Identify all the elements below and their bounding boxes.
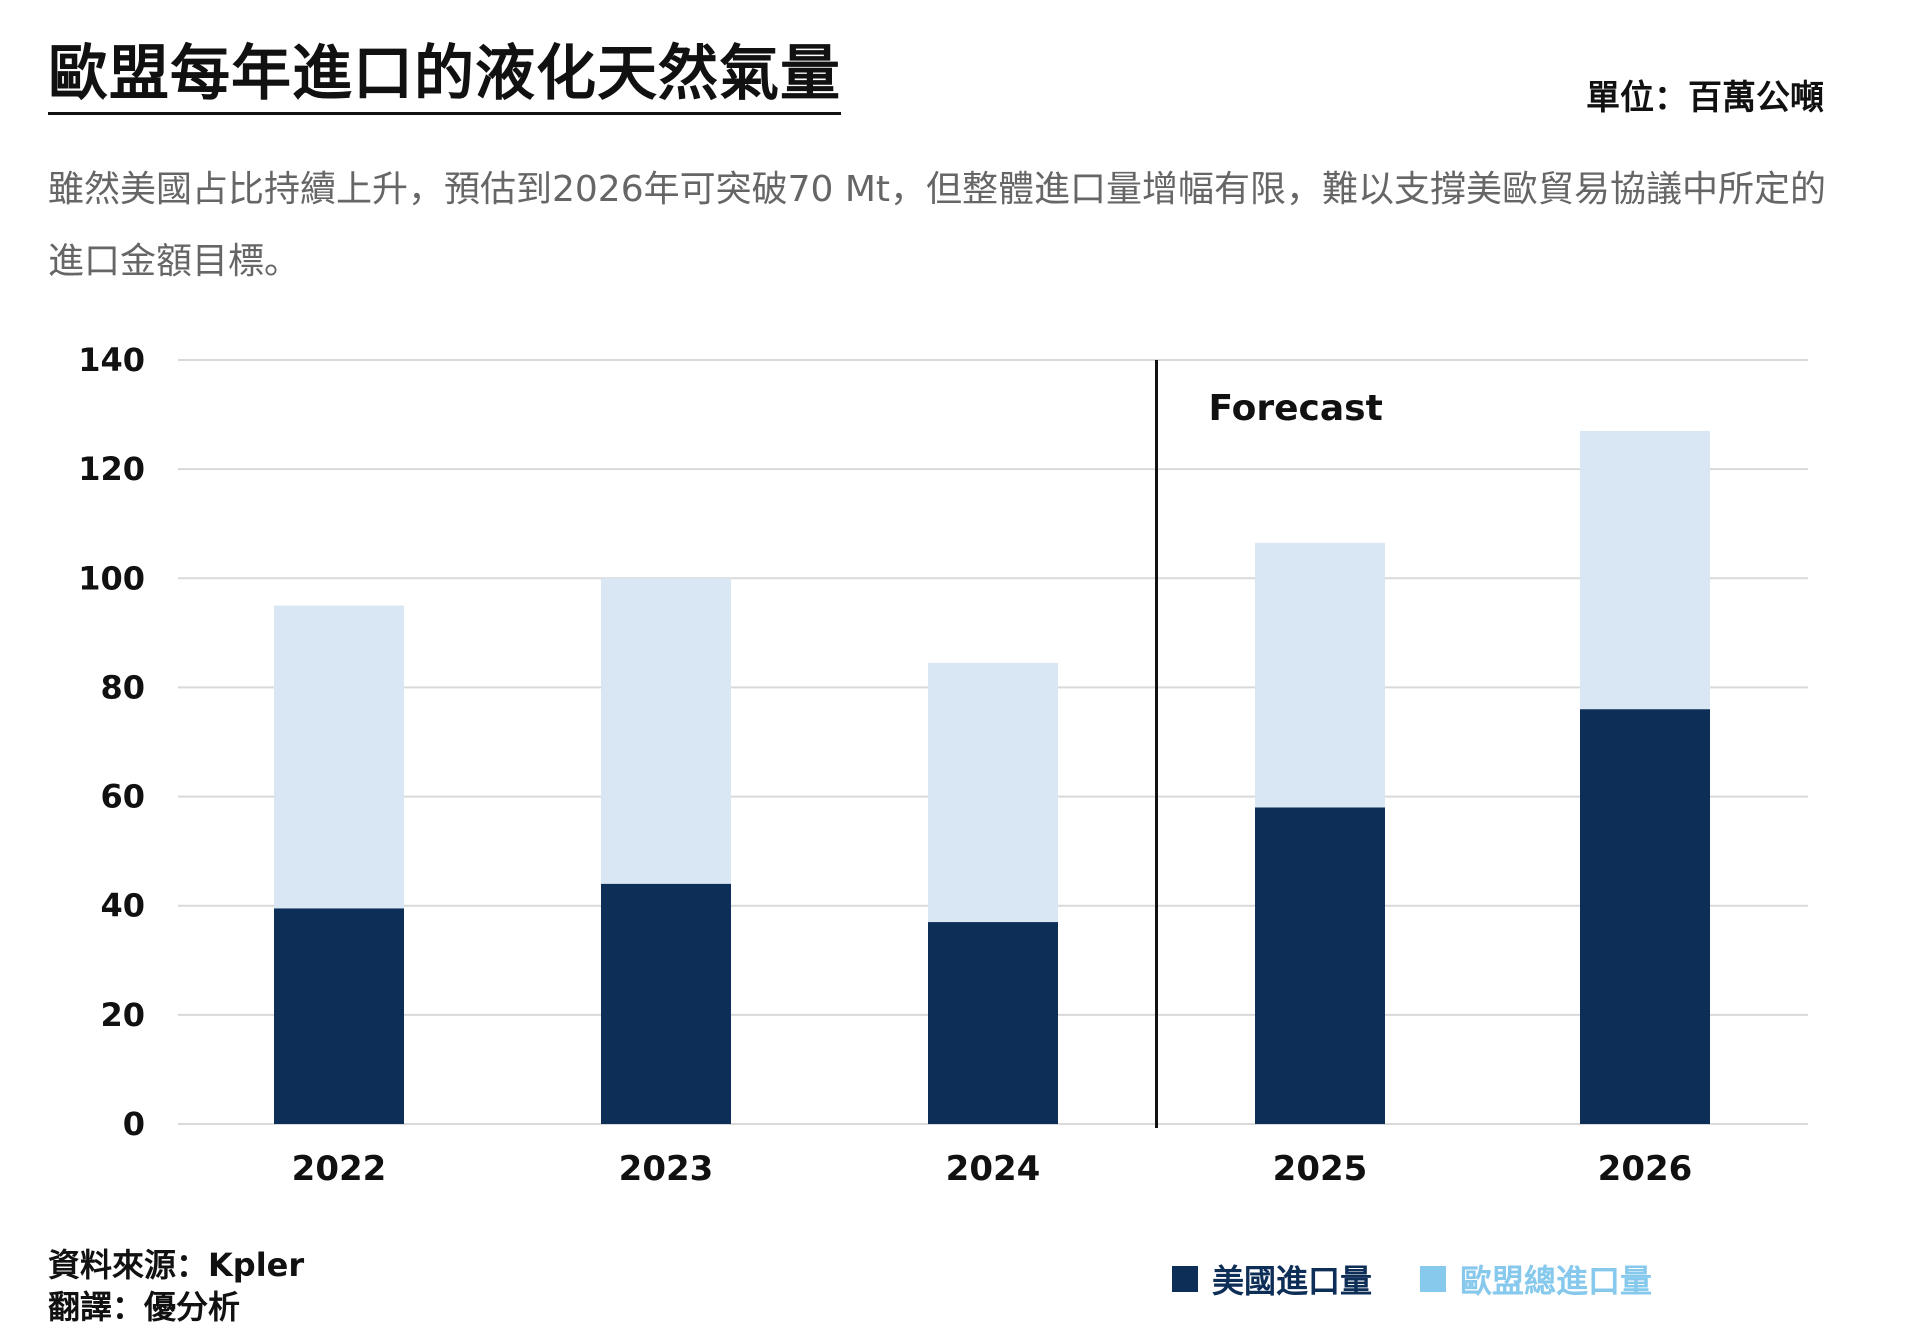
bars [274,430,1710,1124]
y-axis-ticks: 0 20 40 60 80 100 120 140 [78,341,145,1143]
y-tick-label: 0 [123,1105,145,1143]
source-note: 資料來源：Kpler 翻譯：優分析 [48,1244,304,1328]
chart-subtitle: 雖然美國占比持續上升，預估到2026年可突破70 Mt，但整體進口量增幅有限，難… [48,169,1827,282]
bar-us-imports [601,883,731,1124]
bar-us-imports [1580,709,1710,1124]
x-tick-label: 2025 [1273,1149,1368,1189]
y-tick-label: 40 [100,887,145,925]
legend-item-eu: 歐盟總進口量 [1420,1256,1652,1302]
unit-label: 單位：百萬公噸 [1586,78,1824,118]
legend-swatch-us [1172,1266,1198,1292]
forecast-label: Forecast [1209,388,1383,429]
x-axis-ticks: 2022 2023 2024 2025 2026 [292,1149,1693,1189]
legend-item-us: 美國進口量 [1172,1256,1372,1302]
y-tick-label: 80 [100,668,145,706]
translation-text: 翻譯：優分析 [48,1288,241,1326]
y-tick-label: 120 [78,450,145,488]
y-tick-label: 100 [78,559,145,597]
source-text: 資料來源：Kpler [48,1246,305,1284]
legend-swatch-eu [1420,1266,1447,1292]
y-tick-label: 140 [78,341,145,379]
x-tick-label: 2023 [619,1149,714,1189]
bar-us-imports [928,922,1058,1124]
x-tick-label: 2024 [946,1149,1041,1189]
chart-title: 歐盟每年進口的液化天然氣量 [48,38,841,115]
legend-label-us: 美國進口量 [1212,1262,1373,1300]
x-tick-label: 2026 [1598,1149,1693,1189]
bar-us-imports [1255,807,1385,1124]
y-tick-label: 60 [100,778,145,816]
legend-label-eu: 歐盟總進口量 [1460,1262,1653,1300]
bar-us-imports [274,908,404,1124]
legend: 美國進口量 歐盟總進口量 [1172,1256,1652,1302]
y-tick-label: 20 [100,996,145,1034]
x-tick-label: 2022 [292,1149,387,1189]
